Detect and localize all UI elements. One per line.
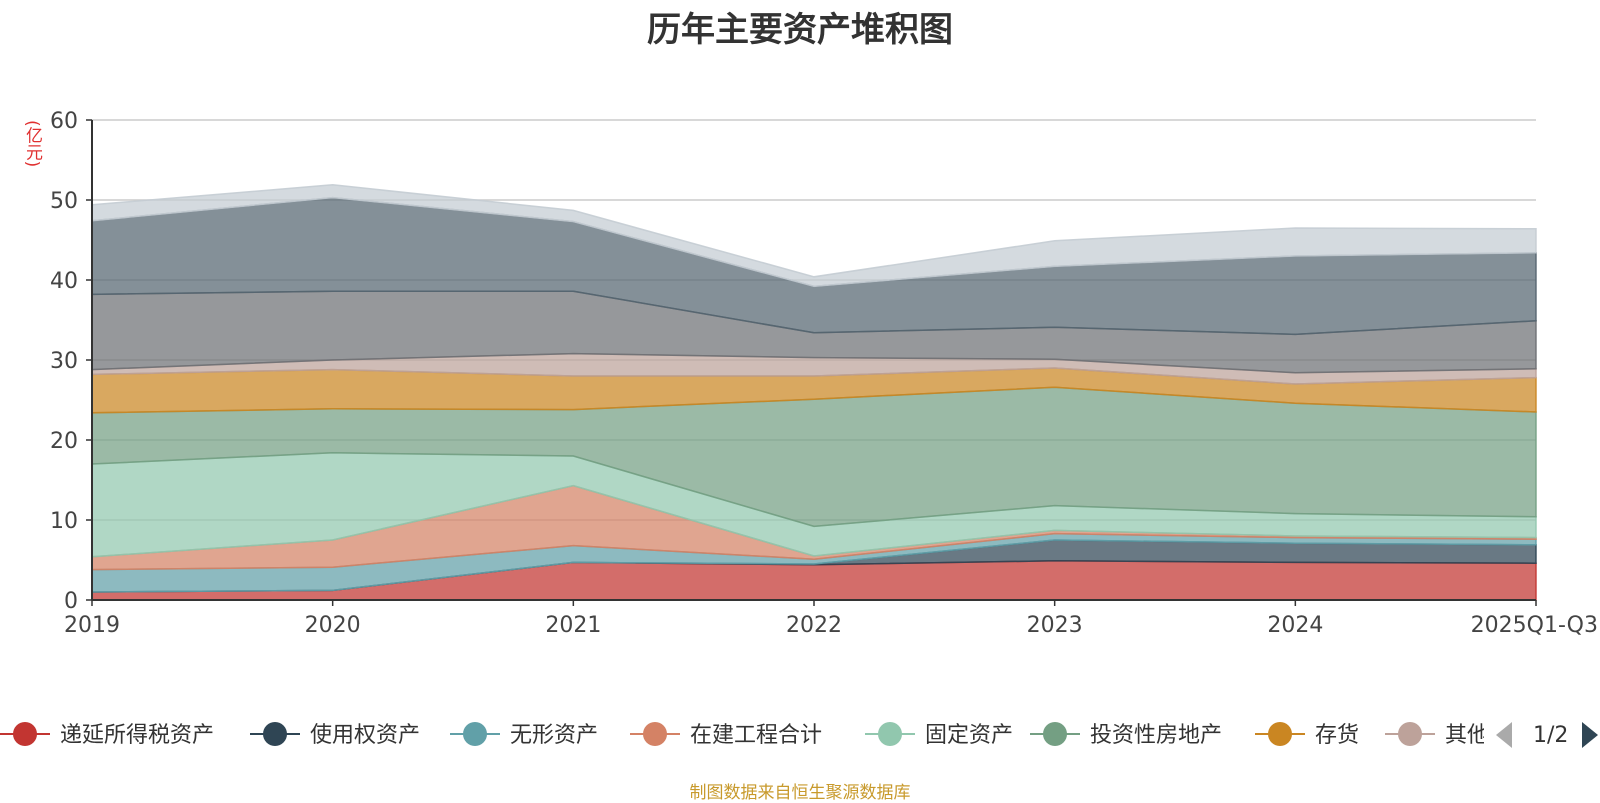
legend-item-4[interactable]: 固定资产 bbox=[865, 722, 1013, 748]
y-tick-label: 30 bbox=[50, 349, 78, 374]
x-tick-label: 2022 bbox=[786, 613, 842, 638]
legend-marker bbox=[1268, 722, 1292, 746]
data-source-note: 制图数据来自恒生聚源数据库 bbox=[689, 783, 911, 803]
legend-marker bbox=[1398, 722, 1422, 746]
y-axis-unit-label: (亿元) bbox=[22, 120, 42, 168]
legend-label: 使用权资产 bbox=[310, 723, 420, 748]
legend-marker bbox=[463, 722, 487, 746]
x-tick-label: 2019 bbox=[64, 613, 120, 638]
x-tick-label: 2024 bbox=[1267, 613, 1323, 638]
legend-item-0[interactable]: 递延所得税资产 bbox=[0, 722, 214, 748]
legend-item-2[interactable]: 无形资产 bbox=[450, 722, 598, 748]
legend-item-7[interactable]: 其他 bbox=[1385, 722, 1489, 748]
legend-prev-page-icon[interactable] bbox=[1496, 722, 1512, 748]
legend-marker bbox=[643, 722, 667, 746]
legend-marker bbox=[878, 722, 902, 746]
legend-marker bbox=[263, 722, 287, 746]
axes: 0 10 20 30 40 50 60 2019 2020 2021 2022 2023 2024 202… bbox=[50, 109, 1598, 638]
y-tick-label: 60 bbox=[50, 109, 78, 134]
chart-title: 历年主要资产堆积图 bbox=[647, 10, 953, 50]
legend-item-3[interactable]: 在建工程合计 bbox=[630, 722, 822, 748]
y-tick-label: 0 bbox=[64, 589, 78, 614]
legend-label: 其他 bbox=[1445, 723, 1489, 748]
legend-label: 在建工程合计 bbox=[690, 723, 822, 748]
legend-label: 无形资产 bbox=[510, 723, 598, 748]
legend-label: 递延所得税资产 bbox=[60, 723, 214, 748]
y-tick-label: 40 bbox=[50, 269, 78, 294]
x-tick-label: 2020 bbox=[305, 613, 361, 638]
x-tick-label: 2025Q1-Q3 bbox=[1471, 613, 1598, 638]
legend-item-5[interactable]: 投资性房地产 bbox=[1030, 722, 1222, 748]
legend-label: 存货 bbox=[1315, 723, 1359, 748]
area-series bbox=[91, 184, 1537, 601]
y-tick-label: 10 bbox=[50, 509, 78, 534]
legend-label: 固定资产 bbox=[925, 723, 1013, 748]
legend-marker bbox=[1043, 722, 1067, 746]
legend-marker bbox=[13, 722, 37, 746]
legend-label: 投资性房地产 bbox=[1090, 723, 1222, 748]
x-tick-label: 2021 bbox=[545, 613, 601, 638]
y-tick-label: 50 bbox=[50, 189, 78, 214]
legend-item-6[interactable]: 存货 bbox=[1255, 722, 1359, 748]
legend-page-indicator: 1/2 bbox=[1533, 723, 1568, 748]
legend-next-page-icon[interactable] bbox=[1582, 722, 1598, 748]
y-tick-label: 20 bbox=[50, 429, 78, 454]
x-tick-label: 2023 bbox=[1027, 613, 1083, 638]
legend: 递延所得税资产 使用权资产 无形资产 在建工程合计 固定资产 投资性房地产 存货 其他 1/2 bbox=[0, 712, 1600, 758]
legend-item-1[interactable]: 使用权资产 bbox=[250, 722, 420, 748]
area-series-10[interactable] bbox=[91, 184, 1537, 288]
